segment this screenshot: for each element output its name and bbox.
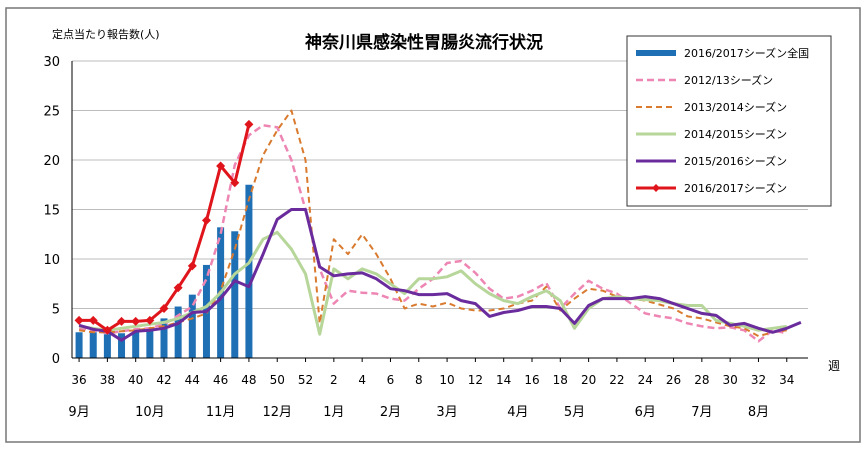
x-tick-label: 28: [694, 373, 709, 387]
bar: [231, 231, 239, 358]
x-tick-label: 38: [100, 373, 115, 387]
x-tick-label: 6: [387, 373, 395, 387]
data-point: [216, 161, 226, 171]
bar: [75, 332, 83, 358]
x-tick-label: 52: [298, 373, 313, 387]
y-tick-label: 0: [52, 352, 60, 367]
data-point: [187, 261, 197, 271]
x-tick-label: 30: [723, 373, 738, 387]
y-tick-label: 10: [43, 253, 60, 268]
x-tick-label: 18: [553, 373, 568, 387]
month-label: 7月: [691, 405, 712, 420]
legend-label: 2013/2014シーズン: [684, 100, 787, 114]
data-point: [173, 283, 183, 293]
x-tick-label: 10: [439, 373, 454, 387]
y-tick-label: 5: [52, 303, 60, 318]
legend-label: 2015/2016シーズン: [684, 154, 787, 168]
bar: [103, 334, 111, 358]
legend-label: 2014/2015シーズン: [684, 127, 787, 141]
legend-label: 2016/2017シーズン全国: [684, 46, 809, 60]
month-label: 11月: [206, 405, 236, 420]
data-point: [131, 316, 141, 326]
series-line: [78, 208, 802, 342]
x-tick-label: 12: [468, 373, 483, 387]
month-label: 8月: [748, 405, 769, 420]
x-tick-label: 34: [779, 373, 794, 387]
data-point: [201, 215, 211, 225]
line-series: [74, 109, 802, 343]
bar: [146, 328, 154, 358]
x-tick-label: 8: [415, 373, 423, 387]
x-tick-label: 46: [213, 373, 228, 387]
bar: [174, 306, 182, 358]
data-point: [117, 316, 127, 326]
x-tick-label: 36: [71, 373, 86, 387]
legend-marker: [652, 184, 660, 192]
x-tick-label: 50: [270, 373, 285, 387]
bar: [188, 294, 196, 358]
legend: 2016/2017シーズン全国 2012/13シーズン 2013/2014シーズン 2…: [626, 35, 832, 207]
legend-label: 2016/2017シーズン: [684, 181, 787, 195]
chart-title: 神奈川県感染性胃腸炎流行状況: [305, 32, 543, 53]
y-tick-label: 20: [43, 154, 60, 169]
month-label: 6月: [635, 405, 656, 420]
y-tick-label: 30: [43, 55, 60, 70]
data-point: [244, 119, 254, 129]
y-axis-label: 定点当たり報告数(人): [52, 27, 160, 41]
x-tick-label: 2: [330, 373, 338, 387]
x-tick-label: 24: [638, 373, 653, 387]
bar: [132, 332, 140, 358]
month-label: 1月: [323, 405, 344, 420]
x-tick-label: 32: [751, 373, 766, 387]
x-axis-label: 週: [828, 359, 840, 373]
legend-box: [626, 35, 832, 207]
series-line: [78, 109, 787, 338]
data-point: [145, 315, 155, 325]
data-point: [88, 315, 98, 325]
month-label: 2月: [380, 405, 401, 420]
bar: [118, 333, 126, 358]
bar: [160, 318, 168, 358]
y-tick-label: 15: [43, 204, 60, 219]
y-tick-label: 25: [43, 105, 60, 120]
x-tick-label: 14: [496, 373, 511, 387]
x-tick-label: 42: [156, 373, 171, 387]
x-tick-label: 44: [185, 373, 200, 387]
data-point: [102, 325, 112, 335]
legend-label: 2012/13シーズン: [684, 73, 773, 87]
month-label: 5月: [564, 405, 585, 420]
month-label: 10月: [135, 405, 165, 420]
x-tick-label: 4: [358, 373, 366, 387]
data-point: [230, 178, 240, 188]
month-label: 9月: [68, 405, 89, 420]
x-tick-label: 48: [241, 373, 256, 387]
x-tick-label: 40: [128, 373, 143, 387]
x-tick-label: 26: [666, 373, 681, 387]
data-point: [74, 315, 84, 325]
x-tick-label: 20: [581, 373, 596, 387]
month-label: 4月: [507, 405, 528, 420]
month-label: 3月: [436, 405, 457, 420]
x-tick-label: 22: [609, 373, 624, 387]
bar: [245, 184, 253, 358]
data-point: [159, 304, 169, 313]
bar: [89, 332, 97, 358]
month-label: 12月: [262, 405, 292, 420]
x-tick-label: 16: [524, 373, 539, 387]
